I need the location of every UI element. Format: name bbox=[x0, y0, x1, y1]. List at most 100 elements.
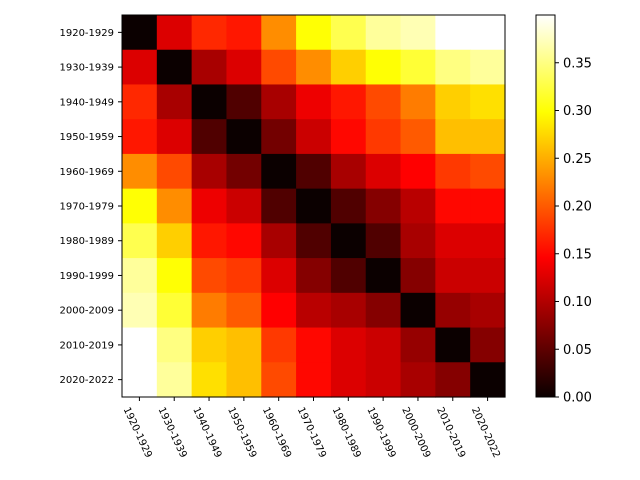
heatmap-cell bbox=[261, 292, 297, 329]
heatmap-cell bbox=[435, 188, 471, 224]
heatmap-cell bbox=[226, 188, 262, 224]
heatmap-cell bbox=[191, 188, 228, 224]
heatmap-cell bbox=[261, 15, 297, 51]
heatmap-cell bbox=[330, 153, 367, 190]
heatmap-cell bbox=[330, 84, 367, 120]
heatmap-cell bbox=[226, 292, 262, 329]
heatmap-cell bbox=[330, 49, 367, 86]
heatmap-cell bbox=[261, 223, 297, 259]
heatmap-cell bbox=[470, 49, 506, 86]
heatmap-cell bbox=[470, 15, 506, 51]
colorbar-ticks: 0.00 0.05 0.10 0.15 0.20 0.25 0.30 0.35 bbox=[555, 56, 592, 406]
colorbar bbox=[535, 14, 556, 398]
heatmap-cell bbox=[122, 362, 158, 398]
heatmap-cell bbox=[470, 119, 506, 155]
heatmap-cell bbox=[470, 258, 506, 294]
heatmap-cell bbox=[470, 223, 506, 259]
heatmap-cell bbox=[122, 258, 158, 294]
heatmap-cell bbox=[365, 119, 402, 155]
heatmap-cell bbox=[122, 188, 158, 224]
heatmap-cell bbox=[122, 84, 158, 120]
column-tick-label: 1980-1989 bbox=[330, 406, 363, 460]
heatmap-cell bbox=[400, 84, 436, 120]
column-tick-label: 1950-1959 bbox=[225, 406, 258, 460]
heatmap-cell bbox=[365, 362, 402, 398]
heatmap-cell bbox=[470, 188, 506, 224]
heatmap-cell bbox=[226, 119, 262, 155]
colorbar-tick-label: 0.10 bbox=[563, 295, 592, 310]
heatmap-cell bbox=[226, 84, 262, 120]
heatmap-cell bbox=[191, 327, 228, 363]
heatmap-cell bbox=[400, 292, 436, 329]
heatmap-cell bbox=[122, 153, 158, 190]
column-tick-label: 1960-1969 bbox=[260, 406, 293, 460]
heatmap-cell bbox=[261, 153, 297, 190]
colorbar-tick-label: 0.30 bbox=[563, 104, 592, 119]
column-tick-label: 2000-2009 bbox=[399, 406, 432, 460]
column-tick-label: 1940-1949 bbox=[190, 406, 223, 460]
heatmap-cell bbox=[296, 84, 332, 120]
heatmap-cell bbox=[122, 292, 158, 329]
heatmap-cell bbox=[296, 49, 332, 86]
heatmap-cell bbox=[156, 84, 193, 120]
row-tick-label: 2020-2022 bbox=[59, 375, 114, 386]
row-tick-label: 1940-1949 bbox=[59, 97, 114, 108]
heatmap-cell bbox=[330, 258, 367, 294]
colorbar-tick-label: 0.00 bbox=[563, 391, 592, 406]
heatmap-cell bbox=[156, 223, 193, 259]
heatmap-cell bbox=[261, 119, 297, 155]
heatmap-cell bbox=[435, 362, 471, 398]
heatmap-cell bbox=[365, 292, 402, 329]
heatmap-cell bbox=[365, 258, 402, 294]
heatmap-cell bbox=[122, 119, 158, 155]
column-tick-label: 2020-2022 bbox=[469, 406, 502, 460]
heatmap-cell bbox=[156, 362, 193, 398]
heatmap-cell bbox=[191, 223, 228, 259]
heatmap-cell bbox=[156, 292, 193, 329]
heatmap-cell bbox=[365, 188, 402, 224]
heatmap-cell bbox=[191, 292, 228, 329]
heatmap-cell bbox=[400, 258, 436, 294]
heatmap-cell bbox=[296, 188, 332, 224]
heatmap-cell bbox=[191, 258, 228, 294]
row-tick-label: 2000-2009 bbox=[59, 306, 114, 317]
row-tick-label: 2010-2019 bbox=[59, 340, 114, 351]
heatmap-cell bbox=[365, 327, 402, 363]
heatmap-cell bbox=[365, 223, 402, 259]
heatmap-cell bbox=[400, 119, 436, 155]
row-tick-label: 1970-1979 bbox=[59, 202, 114, 213]
heatmap-cell bbox=[330, 327, 367, 363]
heatmap-cell bbox=[156, 258, 193, 294]
column-tick-label: 1930-1939 bbox=[156, 406, 189, 460]
column-tick-labels: 1920-1929 1930-1939 1940-1949 1950-1959 1960… bbox=[121, 397, 502, 460]
heatmap-cell bbox=[330, 362, 367, 398]
heatmap-cell bbox=[261, 49, 297, 86]
column-tick-label: 1920-1929 bbox=[121, 406, 154, 460]
colorbar-tick-label: 0.35 bbox=[563, 56, 592, 71]
column-tick-label: 1990-1999 bbox=[364, 406, 397, 460]
heatmap-cell bbox=[156, 49, 193, 86]
heatmap-cell bbox=[122, 49, 158, 86]
heatmap-cell bbox=[435, 292, 471, 329]
heatmap-cell bbox=[365, 15, 402, 51]
heatmap-cell bbox=[435, 84, 471, 120]
heatmap-cell bbox=[330, 15, 367, 51]
heatmap-cell bbox=[435, 153, 471, 190]
heatmap-cell bbox=[191, 119, 228, 155]
heatmap-cell bbox=[330, 188, 367, 224]
heatmap-cell bbox=[296, 119, 332, 155]
row-tick-label: 1920-1929 bbox=[59, 28, 114, 39]
heatmap-cell bbox=[156, 153, 193, 190]
heatmap-cell bbox=[261, 188, 297, 224]
colorbar-tick-label: 0.15 bbox=[563, 247, 592, 262]
heatmap-cell bbox=[156, 188, 193, 224]
heatmap-cell bbox=[330, 292, 367, 329]
heatmap-cell bbox=[191, 15, 228, 51]
heatmap-cell bbox=[261, 327, 297, 363]
row-tick-label: 1950-1959 bbox=[59, 132, 114, 143]
heatmap-cell bbox=[226, 153, 262, 190]
heatmap-cell bbox=[400, 49, 436, 86]
heatmap-cell bbox=[435, 49, 471, 86]
heatmap-cell bbox=[400, 15, 436, 51]
heatmap-cell bbox=[226, 258, 262, 294]
